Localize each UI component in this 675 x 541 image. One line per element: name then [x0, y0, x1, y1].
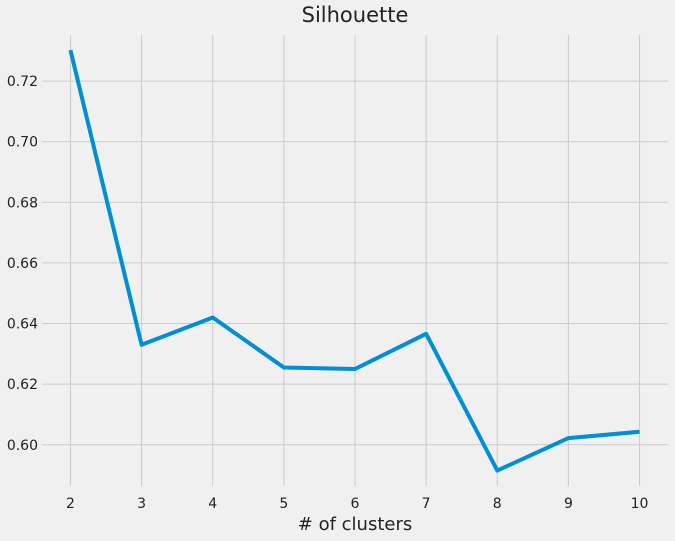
x-tick-label: 8: [493, 496, 502, 512]
x-tick-label: 4: [208, 496, 217, 512]
x-tick-label: 2: [66, 496, 75, 512]
y-tick-label: 0.62: [7, 377, 38, 393]
x-tick-label: 7: [422, 496, 431, 512]
x-tick-labels: 2 3 4 5 6 7 8 9 10: [66, 496, 648, 512]
x-tick-label: 3: [137, 496, 146, 512]
y-tick-label: 0.72: [7, 74, 38, 90]
chart-title: Silhouette: [302, 3, 409, 27]
y-tick-label: 0.64: [7, 317, 38, 333]
x-tick-label: 6: [351, 496, 360, 512]
x-tick-label: 9: [564, 496, 573, 512]
y-tick-label: 0.70: [7, 135, 38, 151]
series-layer: [68, 49, 640, 473]
y-tick-label: 0.66: [7, 256, 38, 272]
x-tick-label: 5: [279, 496, 288, 512]
y-tick-label: 0.60: [7, 438, 38, 454]
x-axis-title: # of clusters: [298, 514, 412, 535]
grid-lines: [42, 35, 668, 486]
y-tick-label: 0.68: [7, 195, 38, 211]
y-tick-labels: 0.60 0.62 0.64 0.66 0.68 0.70 0.72: [7, 74, 38, 454]
x-tick-label: 10: [631, 496, 649, 512]
